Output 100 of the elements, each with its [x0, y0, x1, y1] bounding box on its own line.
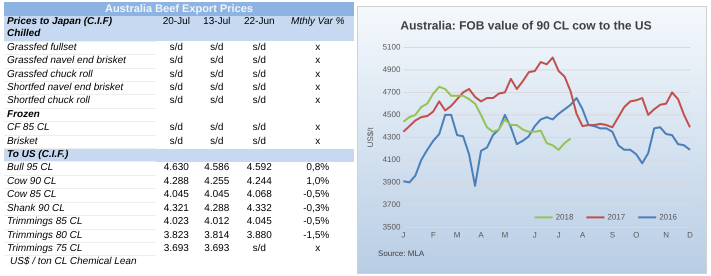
data-label: s/d [252, 242, 267, 256]
data-label: 4.288 [203, 202, 230, 216]
category-label: Shortfed navel end brisket [4, 82, 156, 95]
header-row: Prices to Japan (C.I.F) 20-Jul 13-Jul 22-Jun Mthly Var % [4, 16, 354, 28]
x-tick-label: N [663, 230, 670, 240]
category-label: To US (C.I.F.) [4, 148, 156, 162]
x-tick-label: O [633, 230, 640, 240]
data-label: 4.288 [162, 175, 190, 189]
data-label: 4.255 [203, 175, 230, 189]
data-label: s/d [252, 122, 267, 136]
data-label: 3.814 [203, 229, 230, 242]
x-tick-label: M [454, 230, 461, 240]
data-label: 4.630 [162, 162, 190, 176]
data-label: 3.693 [162, 242, 190, 256]
data-label: -0,5% [302, 188, 330, 202]
data-label: s/d [252, 82, 267, 95]
category-label: Chilled [4, 28, 156, 42]
category-label: Brisket [4, 135, 156, 149]
category-label: CF 85 CL [4, 122, 156, 136]
data-label: s/d [252, 54, 267, 68]
data-label: x [314, 41, 322, 55]
data-label: x [314, 68, 322, 82]
data-label: x [314, 54, 322, 68]
data-label: 4.332 [246, 202, 273, 216]
data-label: -1,5% [302, 229, 330, 242]
data-label: 4.244 [246, 175, 273, 189]
data-label: 3.823 [162, 229, 190, 242]
section-row: Chilled [4, 28, 354, 42]
data-label: s/d [168, 68, 184, 82]
data-label: -0,5% [302, 216, 330, 229]
data-label: x [314, 82, 322, 95]
category-label: Grassfed navel end brisket [4, 54, 156, 68]
y-axis-title: US$/t [366, 126, 376, 148]
category-label: Shortfed chuck roll [4, 94, 156, 108]
text: US$ / ton CL Chemical Lean [9, 256, 138, 268]
data-label: s/d [209, 68, 224, 82]
y-tick-label: 3500 [382, 222, 401, 232]
x-tick-label: A [478, 230, 484, 240]
data-label: s/d [209, 54, 224, 68]
category-label: Frozen [4, 108, 156, 122]
data-label: 3.880 [246, 229, 273, 242]
data-label: 1,0% [305, 175, 330, 189]
data-label: 4.012 [203, 216, 230, 229]
data-label: 0,8% [305, 162, 330, 176]
category-label: Trimmings 75 CL [4, 242, 156, 256]
category-label: Bull 95 CL [4, 162, 156, 176]
data-label: 4.592 [246, 162, 273, 176]
data-label: s/d [252, 135, 267, 149]
category-label: Cow 85 CL [4, 188, 156, 202]
data-label: 4.045 [203, 188, 230, 202]
x-tick-label: J [556, 230, 561, 240]
data-label: x [314, 94, 322, 108]
y-tick-label: 4100 [382, 155, 401, 164]
data-label: s/d [209, 135, 224, 149]
category-label: Shank 90 CL [4, 202, 156, 216]
data-label: s/d [209, 82, 224, 95]
x-tick-label: S [610, 230, 616, 240]
category-label: Trimmings 80 CL [4, 229, 156, 242]
data-label: s/d [168, 41, 184, 55]
y-tick-label: 3700 [382, 200, 401, 210]
data-label: 4.045 [162, 188, 190, 202]
chart-title: Australia: FOB value of 90 CL cow to the US [400, 18, 652, 33]
legend-label: 2018 [556, 212, 574, 222]
x-tick-label: A [580, 230, 586, 240]
data-label: 4.045 [246, 216, 273, 229]
data-label: s/d [168, 122, 184, 136]
y-tick-label: 5100 [382, 42, 401, 52]
data-label: s/d [168, 135, 184, 149]
data-label: s/d [252, 68, 267, 82]
y-tick-label: 4900 [382, 65, 401, 74]
category-label: Grassfed fullset [4, 41, 156, 55]
data-label: s/d [168, 54, 184, 68]
title-row: Australia Beef Export Prices [4, 2, 354, 16]
y-tick-label: 3900 [382, 178, 401, 187]
category-label: Trimmings 85 CL [4, 216, 156, 229]
data-label: x [314, 242, 322, 256]
data-label: s/d [168, 82, 184, 95]
x-tick-label: J [401, 230, 406, 240]
data-label: 4.321 [162, 202, 190, 216]
data-label: x [314, 122, 322, 136]
data-label: s/d [252, 41, 267, 55]
data-label: 4.023 [162, 216, 190, 229]
data-label: s/d [209, 122, 224, 136]
source-note: Source: MLA [377, 249, 426, 258]
x-tick-label: J [532, 230, 537, 240]
data-label: s/d [252, 94, 267, 108]
legend-label: 2017 [607, 212, 626, 222]
x-tick-label: M [502, 230, 509, 240]
legend-label: 2016 [659, 212, 678, 222]
category-label: Cow 90 CL [4, 175, 156, 189]
y-tick-label: 4500 [382, 110, 401, 120]
data-label: 4.068 [246, 188, 273, 202]
y-tick-label: 4700 [382, 88, 401, 97]
y-tick-label: 4300 [382, 132, 401, 142]
category-label: Grassfed chuck roll [4, 68, 156, 82]
data-label: x [314, 135, 322, 149]
data-label: s/d [209, 41, 224, 55]
data-label: 3.693 [203, 242, 230, 256]
data-label: s/d [168, 94, 184, 108]
x-tick-label: F [430, 230, 436, 240]
